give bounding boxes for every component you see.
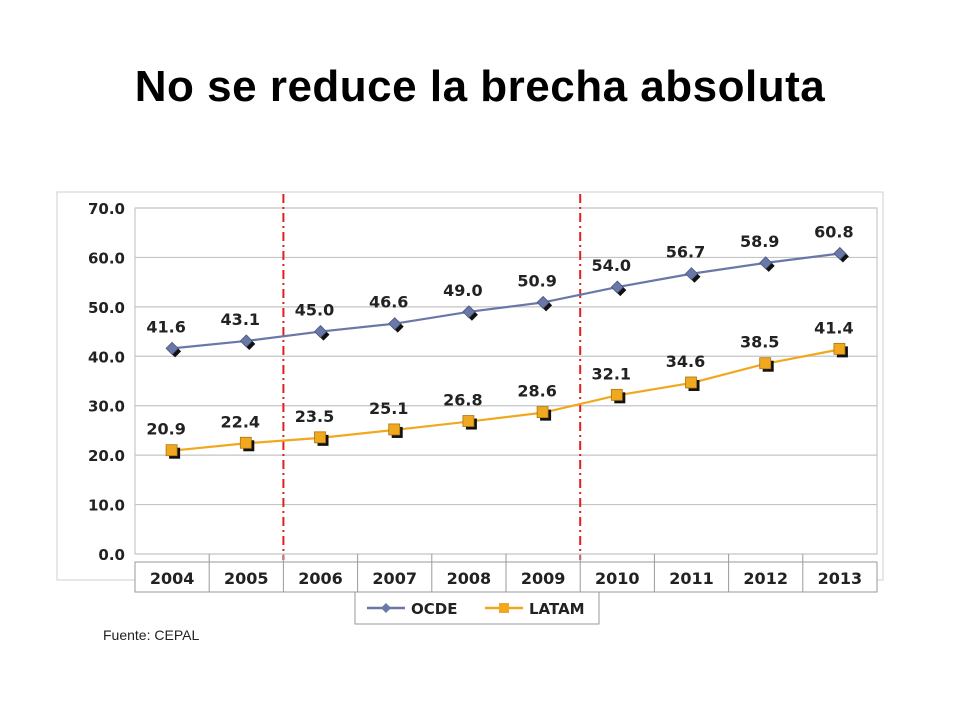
data-point [610,280,624,294]
data-label: 32.1 [592,364,631,383]
legend-marker [381,603,391,613]
data-label: 60.8 [814,222,853,241]
slide-title: No se reduce la brecha absoluta [134,62,826,111]
data-label: 26.8 [443,391,482,410]
data-point [239,334,253,348]
legend-label: LATAM [529,600,585,618]
y-tick-label: 40.0 [88,348,125,366]
x-tick-label: 2004 [150,569,195,588]
x-tick-label: 2005 [224,569,269,588]
data-label: 25.1 [369,399,408,418]
data-point [165,341,179,355]
data-point [388,423,401,436]
series-line-ocde [171,252,841,350]
data-point [536,406,549,419]
data-point [759,357,772,370]
data-label: 58.9 [740,232,779,251]
x-tick-label: 2010 [595,569,640,588]
data-label: 34.6 [666,352,705,371]
data-label: 49.0 [443,281,482,300]
y-tick-label: 20.0 [88,447,125,465]
data-label: 22.4 [221,412,260,431]
x-tick-label: 2012 [743,569,788,588]
data-label: 56.7 [666,243,705,262]
data-point [833,246,847,261]
series-line-latam [171,348,841,452]
x-tick-label: 2007 [372,569,417,588]
data-point [759,256,773,270]
source-note: Fuente: CEPAL [103,627,200,643]
x-tick-label: 2009 [521,569,566,588]
data-point [462,305,476,319]
data-point [610,388,623,401]
y-tick-label: 0.0 [98,546,125,564]
data-point [462,415,475,427]
y-tick-label: 30.0 [88,398,125,416]
data-label: 38.5 [740,333,779,352]
data-point [388,317,402,331]
chart-frame [56,191,884,581]
data-point [314,431,326,444]
data-label: 50.9 [517,271,556,290]
data-point [165,444,178,457]
data-label: 41.4 [814,318,853,337]
x-tick-label: 2011 [669,569,714,588]
data-label: 46.6 [369,293,408,312]
y-tick-label: 50.0 [88,299,125,317]
y-tick-label: 70.0 [88,200,125,218]
data-point [239,436,252,449]
x-tick-label: 2013 [818,569,863,588]
data-label: 54.0 [592,256,631,275]
data-label: 43.1 [221,310,260,329]
data-label: 45.0 [295,301,334,320]
line-chart: 41.6 43.1 45.0 46.6 49.0 50.9 54.0 56.7 58.9 60.8… [56,191,884,625]
data-label: 41.6 [146,317,185,336]
data-point [313,325,328,339]
data-label: 20.9 [146,420,185,439]
legend-marker [499,603,509,613]
y-tick-label: 60.0 [88,249,125,267]
y-tick-label: 10.0 [88,497,125,515]
data-label: 28.6 [517,382,556,401]
x-tick-label: 2008 [447,569,492,588]
x-tick-label: 2006 [298,569,343,588]
data-label: 23.5 [295,407,334,426]
legend-label: OCDE [411,600,457,618]
data-point [684,267,699,281]
data-point [536,295,550,309]
data-point [833,342,846,355]
data-point [685,376,697,389]
